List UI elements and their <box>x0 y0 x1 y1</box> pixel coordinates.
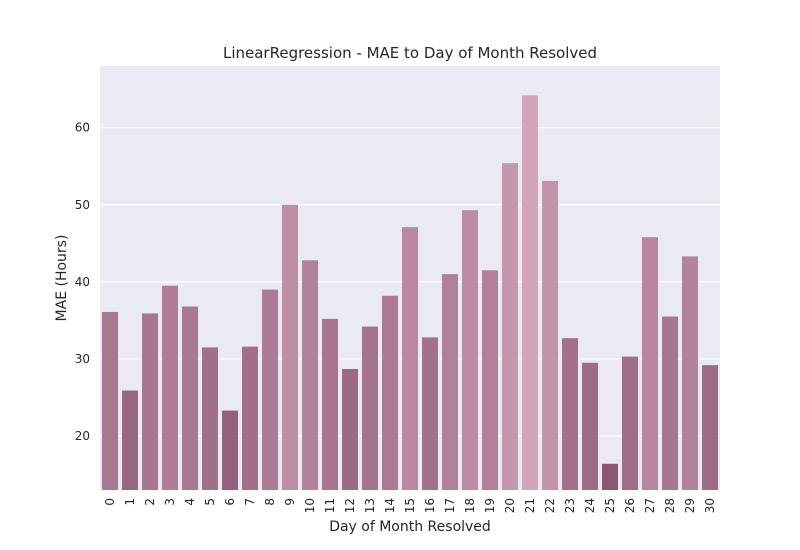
x-tick-labels: 0 1 2 3 4 5 6 7 8 9 10 11 12 13 14 15 16 17 18 19 20 21 22 23 24… <box>103 498 717 513</box>
x-tick-label: 26 <box>623 498 637 513</box>
x-tick-label: 14 <box>383 498 397 513</box>
bar-day-4 <box>182 306 198 490</box>
bar-day-23 <box>562 338 578 490</box>
y-tick-label: 20 <box>75 429 90 443</box>
bar-day-10 <box>302 260 318 490</box>
x-tick-label: 8 <box>263 498 277 506</box>
x-tick-label: 10 <box>303 498 317 513</box>
x-tick-label: 12 <box>343 498 357 513</box>
bar-day-3 <box>162 285 178 490</box>
x-tick-label: 19 <box>483 498 497 513</box>
bar-day-14 <box>382 295 398 490</box>
x-tick-label: 9 <box>283 498 297 506</box>
x-axis-label: Day of Month Resolved <box>329 519 491 535</box>
x-tick-label: 6 <box>223 498 237 506</box>
bar-day-20 <box>502 163 518 490</box>
bar-day-1 <box>122 390 138 490</box>
bar-day-7 <box>242 346 258 490</box>
bars <box>102 95 718 490</box>
y-tick-label: 60 <box>75 121 90 135</box>
x-tick-label: 28 <box>663 498 677 513</box>
bar-day-25 <box>602 463 618 490</box>
x-tick-label: 15 <box>403 498 417 513</box>
bar-day-17 <box>442 274 458 490</box>
x-tick-label: 29 <box>683 498 697 513</box>
bar-day-24 <box>582 362 598 490</box>
bar-day-9 <box>282 204 298 490</box>
x-tick-label: 7 <box>243 498 257 506</box>
x-tick-label: 23 <box>563 498 577 513</box>
x-tick-label: 2 <box>143 498 157 506</box>
bar-day-15 <box>402 227 418 490</box>
bar-day-0 <box>102 311 118 490</box>
bar-day-18 <box>462 210 478 490</box>
x-tick-label: 1 <box>123 498 137 506</box>
bar-day-12 <box>342 368 358 490</box>
x-tick-label: 22 <box>543 498 557 513</box>
x-tick-label: 18 <box>463 498 477 513</box>
x-tick-label: 13 <box>363 498 377 513</box>
bar-day-30 <box>702 365 718 490</box>
bar-day-13 <box>362 326 378 490</box>
bar-day-8 <box>262 289 278 490</box>
x-tick-label: 24 <box>583 498 597 513</box>
x-tick-label: 21 <box>523 498 537 513</box>
x-tick-label: 27 <box>643 498 657 513</box>
x-tick-label: 0 <box>103 498 117 506</box>
x-tick-label: 16 <box>423 498 437 513</box>
y-tick-label: 30 <box>75 352 90 366</box>
x-tick-label: 4 <box>183 498 197 506</box>
x-tick-label: 3 <box>163 498 177 506</box>
x-tick-label: 20 <box>503 498 517 513</box>
x-tick-label: 5 <box>203 498 217 506</box>
x-tick-label: 17 <box>443 498 457 513</box>
y-axis-label: MAE (Hours) <box>54 235 70 322</box>
bar-day-27 <box>642 237 658 490</box>
bar-day-11 <box>322 318 338 490</box>
bar-day-28 <box>662 316 678 490</box>
bar-day-19 <box>482 270 498 490</box>
bar-day-2 <box>142 313 158 490</box>
bar-day-6 <box>222 410 238 490</box>
x-tick-label: 11 <box>323 498 337 513</box>
y-tick-label: 40 <box>75 275 90 289</box>
x-tick-label: 25 <box>603 498 617 513</box>
bar-day-29 <box>682 256 698 490</box>
bar-day-22 <box>542 180 558 490</box>
chart-title: LinearRegression - MAE to Day of Month R… <box>223 44 597 62</box>
bar-day-5 <box>202 347 218 490</box>
bar-day-21 <box>522 95 538 490</box>
bar-day-16 <box>422 337 438 490</box>
bar-day-26 <box>622 356 638 490</box>
y-tick-labels: 20 30 40 50 60 <box>75 121 90 443</box>
x-tick-label: 30 <box>703 498 717 513</box>
y-tick-label: 50 <box>75 198 90 212</box>
